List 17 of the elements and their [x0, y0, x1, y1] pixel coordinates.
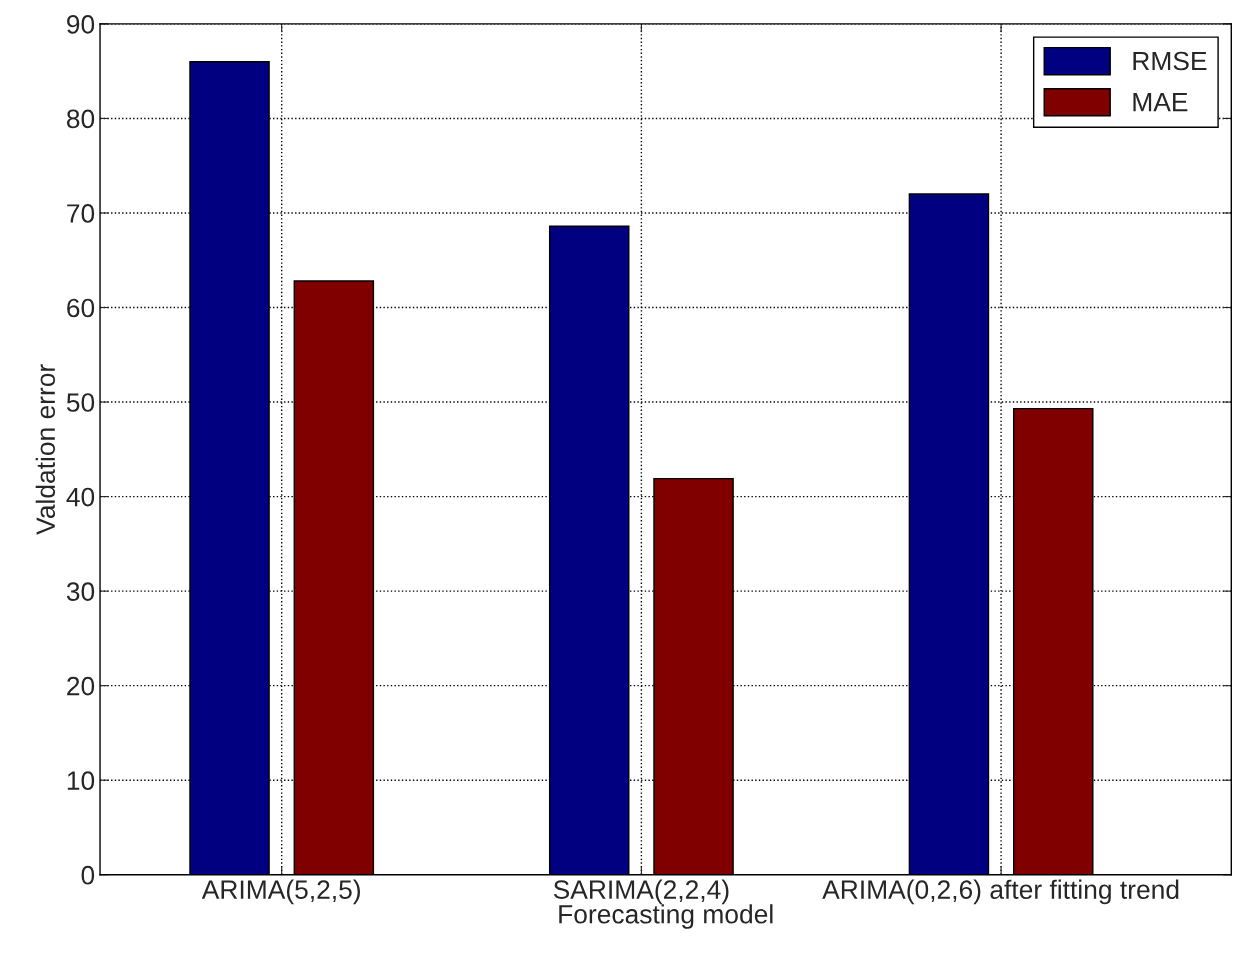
y-tick-label: 50 [66, 393, 95, 412]
y-axis-title: Valdation error [35, 364, 56, 535]
y-tick-label: 10 [67, 771, 95, 791]
y-tick-label: 20 [67, 676, 95, 696]
y-tick-label: 80 [66, 109, 95, 129]
y-tick-label: 30 [66, 582, 95, 601]
y-tick-label: 70 [67, 204, 95, 223]
x-axis-title: Forecasting model [559, 904, 773, 929]
legend-label: RMSE [1133, 51, 1207, 71]
legend-label: MAE [1133, 93, 1188, 112]
y-tick-label: 90 [67, 15, 95, 34]
x-tick-label: SARIMA(2,2,4) [553, 879, 729, 905]
x-tick-label: ARIMA(0,2,6) after fitting trend [822, 879, 1179, 905]
x-tick-label: ARIMA(5,2,5) [201, 879, 360, 905]
y-tick-label: 60 [67, 298, 95, 318]
y-tick-label: 40 [66, 487, 95, 507]
y-tick-label: 0 [81, 865, 95, 885]
